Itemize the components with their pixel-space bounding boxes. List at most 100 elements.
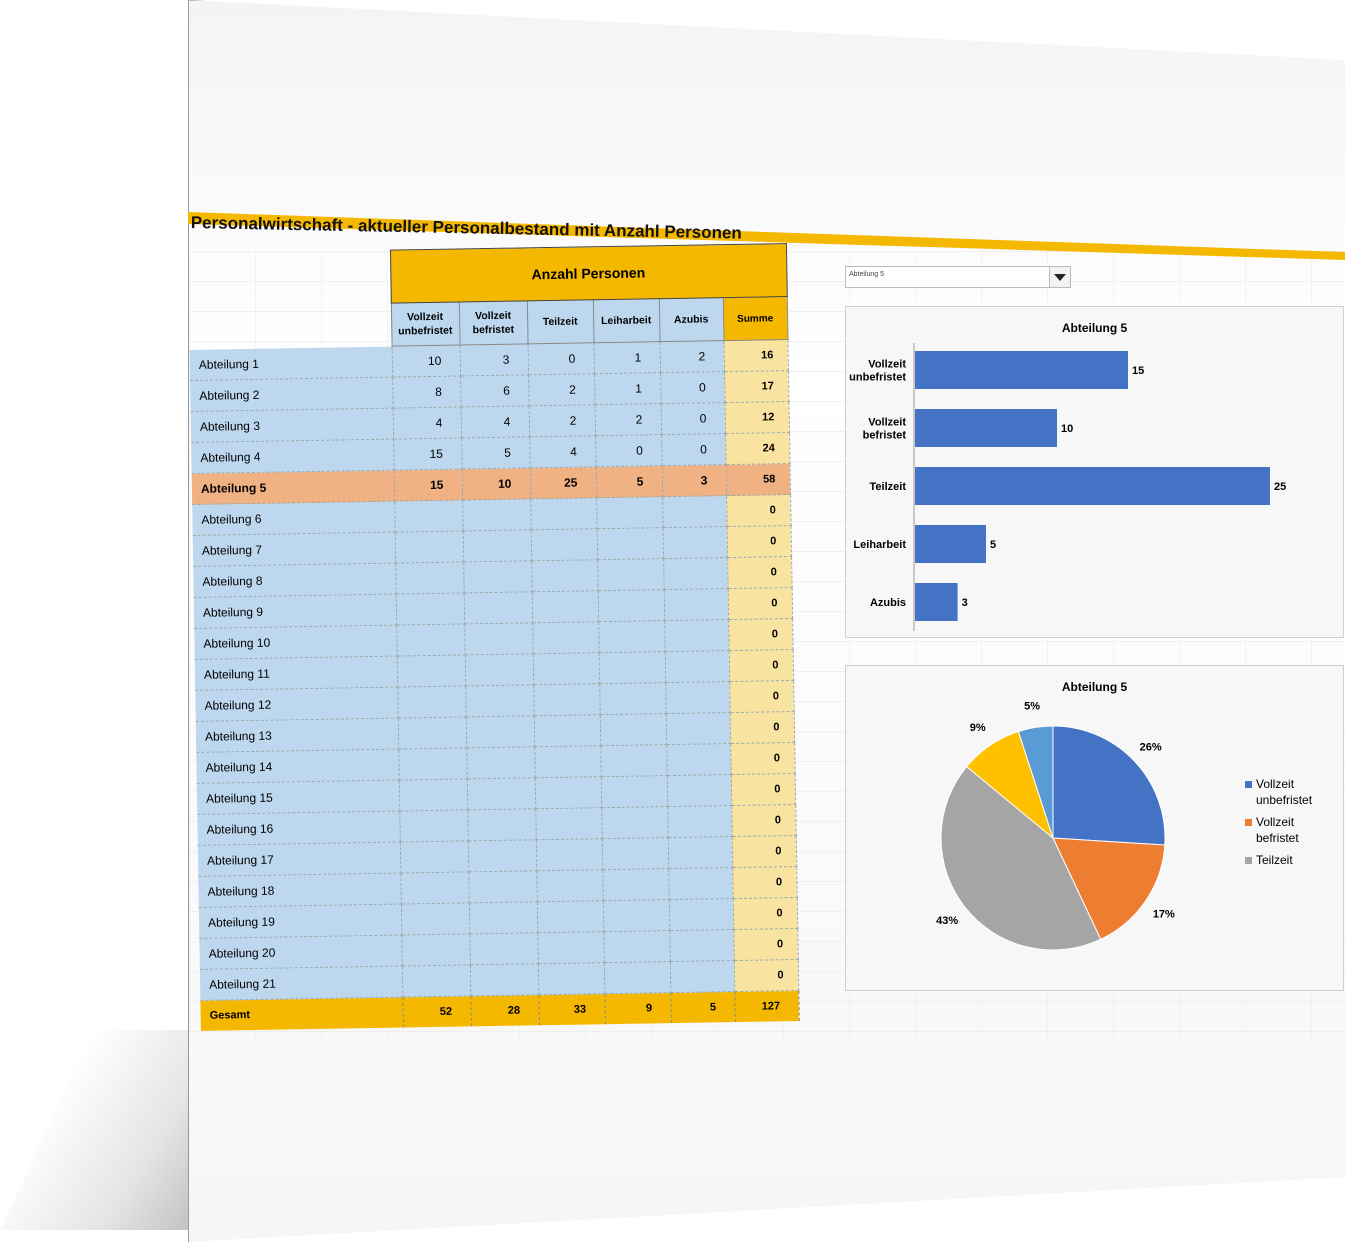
table-cell[interactable] (668, 867, 733, 900)
table-cell[interactable] (537, 931, 604, 964)
table-cell[interactable] (598, 620, 665, 653)
table-cell[interactable] (668, 898, 734, 931)
table-cell[interactable] (599, 682, 666, 715)
table-cell[interactable] (667, 805, 732, 838)
table-cell[interactable] (395, 561, 464, 595)
table-cell[interactable] (666, 743, 731, 776)
table-cell[interactable] (533, 683, 600, 716)
table-cell[interactable] (662, 526, 728, 559)
table-cell[interactable]: 8 (392, 376, 461, 409)
table-cell[interactable]: 4 (392, 407, 462, 440)
table-cell[interactable]: 2 (528, 404, 596, 437)
table-cell[interactable] (531, 590, 599, 623)
table-cell[interactable] (530, 528, 598, 561)
table-cell[interactable] (398, 747, 467, 781)
table-cell[interactable] (467, 839, 537, 872)
table-cell[interactable] (400, 902, 470, 936)
table-cell[interactable] (401, 964, 471, 998)
table-cell[interactable] (397, 716, 467, 750)
table-cell[interactable] (468, 901, 538, 934)
table-cell[interactable] (532, 652, 600, 685)
table-cell[interactable]: 1 (593, 341, 661, 374)
table-cell[interactable] (533, 714, 601, 747)
table-cell[interactable] (666, 774, 732, 807)
table-cell[interactable]: 4 (460, 405, 530, 438)
table-cell[interactable] (535, 838, 603, 871)
table-cell[interactable] (599, 713, 667, 746)
table-cell[interactable]: 25 (529, 466, 597, 499)
table-cell[interactable] (535, 807, 602, 840)
table-cell[interactable] (601, 837, 669, 870)
table-cell[interactable] (601, 806, 668, 839)
table-cell[interactable] (665, 712, 731, 745)
table-cell[interactable] (399, 840, 469, 874)
table-cell[interactable]: 1 (594, 372, 661, 405)
table-cell[interactable] (399, 809, 468, 843)
table-cell[interactable] (469, 963, 539, 996)
table-cell[interactable] (401, 933, 470, 967)
table-cell[interactable] (602, 868, 669, 901)
table-cell[interactable]: 3 (459, 343, 529, 377)
table-cell[interactable]: 5 (595, 465, 663, 498)
table-cell[interactable] (394, 499, 463, 533)
table-cell[interactable] (464, 622, 533, 655)
table-cell[interactable] (398, 778, 468, 812)
table-cell[interactable] (466, 777, 536, 810)
table-cell[interactable] (665, 681, 730, 714)
table-cell[interactable] (596, 496, 663, 529)
table-cell[interactable]: 0 (595, 434, 662, 467)
table-cell[interactable] (464, 653, 534, 686)
table-cell[interactable] (603, 930, 670, 963)
chevron-down-icon[interactable] (1049, 267, 1070, 287)
table-cell[interactable] (396, 654, 466, 688)
table-cell[interactable] (394, 530, 464, 564)
table-cell[interactable] (395, 592, 465, 626)
table-cell[interactable] (596, 527, 664, 560)
table-cell[interactable] (463, 591, 533, 624)
table-cell[interactable] (465, 715, 535, 748)
table-cell[interactable] (536, 900, 604, 933)
table-cell[interactable] (531, 559, 598, 592)
table-cell[interactable]: 10 (461, 467, 531, 500)
table-cell[interactable]: 4 (529, 435, 596, 468)
table-cell[interactable]: 0 (660, 371, 725, 404)
table-cell[interactable] (462, 529, 532, 562)
table-cell[interactable] (463, 560, 532, 593)
table-cell[interactable]: 2 (528, 373, 595, 406)
department-select[interactable]: Abteilung 5 (845, 266, 1071, 288)
table-cell[interactable] (532, 621, 599, 654)
table-cell[interactable]: 2 (594, 403, 662, 436)
table-cell[interactable] (664, 650, 730, 683)
table-cell[interactable] (469, 932, 538, 965)
table-cell[interactable] (468, 870, 537, 903)
table-cell[interactable] (397, 685, 466, 719)
table-cell[interactable] (600, 775, 668, 808)
table-cell[interactable] (597, 589, 665, 622)
table-cell[interactable] (603, 961, 671, 994)
table-cell[interactable] (465, 684, 534, 717)
table-cell[interactable] (466, 746, 535, 779)
table-cell[interactable] (667, 836, 733, 869)
table-cell[interactable] (534, 776, 602, 809)
table-cell[interactable] (597, 558, 664, 591)
table-cell[interactable] (598, 651, 666, 684)
table-cell[interactable] (537, 962, 605, 995)
table-cell[interactable]: 0 (527, 342, 595, 375)
table-cell[interactable]: 15 (393, 468, 463, 502)
table-cell[interactable] (669, 960, 735, 993)
table-cell[interactable]: 6 (460, 374, 529, 408)
table-cell[interactable] (602, 899, 670, 932)
table-cell[interactable] (663, 557, 728, 590)
table-cell[interactable] (534, 745, 601, 778)
table-cell[interactable] (530, 497, 597, 530)
table-cell[interactable] (396, 623, 465, 657)
table-cell[interactable]: 0 (660, 402, 726, 435)
table-cell[interactable] (400, 871, 469, 905)
table-cell[interactable] (536, 869, 603, 902)
table-cell[interactable] (600, 744, 667, 777)
table-cell[interactable] (669, 929, 734, 962)
table-cell[interactable] (663, 588, 729, 621)
table-cell[interactable]: 0 (661, 433, 726, 466)
table-cell[interactable] (467, 808, 536, 841)
table-cell[interactable]: 5 (461, 436, 530, 469)
